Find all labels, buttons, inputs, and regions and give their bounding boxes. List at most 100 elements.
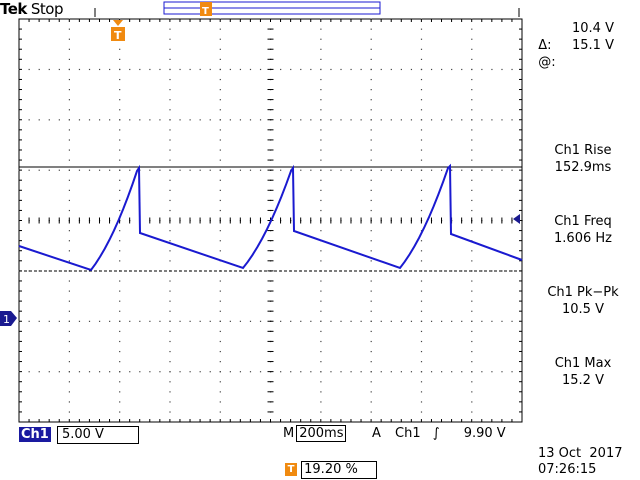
grid-dot — [209, 119, 211, 121]
grid-dot — [199, 68, 201, 71]
grid-dot — [471, 78, 473, 81]
timebase-readout[interactable]: M 200ms — [283, 425, 347, 442]
grid-dot — [451, 169, 453, 171]
grid-dot — [451, 371, 453, 373]
grid-dot — [320, 189, 322, 191]
grid-dot — [109, 169, 111, 171]
grid-dot — [320, 139, 322, 141]
grid-dot — [219, 330, 221, 333]
grid-dot — [68, 381, 70, 383]
grid-dot — [320, 300, 322, 302]
grid-dot — [370, 48, 372, 50]
grid-dot — [420, 240, 423, 242]
grid-dot — [370, 260, 372, 262]
grid-dot — [68, 391, 70, 393]
grid-dot — [350, 320, 352, 322]
grid-dot — [159, 68, 161, 71]
volts-per-div: 5.00 V — [56, 426, 139, 444]
grid-dot — [159, 169, 161, 171]
grid-dot — [149, 371, 151, 373]
trigger-position-readout[interactable]: T 19.20 % — [285, 461, 378, 479]
measurement-ch1-max[interactable]: Ch1 Max 15.2 V — [528, 355, 638, 389]
grid-dot — [28, 169, 30, 171]
grid-dot — [370, 159, 372, 161]
trigger-position-marker[interactable]: T — [111, 20, 125, 42]
grid-dot — [370, 330, 372, 333]
record-indicator — [94, 1, 520, 17]
grid-dot — [219, 391, 221, 393]
trigger-readout[interactable]: A Ch1 ∫ 9.90 V — [372, 426, 506, 442]
grid-dot — [169, 139, 171, 141]
grid-dot — [370, 240, 372, 242]
grid-dot — [249, 371, 252, 373]
grid-dot — [410, 371, 413, 373]
grid-dot — [149, 320, 151, 322]
grid-dot — [119, 361, 121, 363]
grid-dot — [169, 78, 171, 81]
grid-dot — [179, 68, 181, 71]
grid-dot — [119, 199, 121, 202]
channel1-ground-marker[interactable]: 1 — [0, 311, 17, 326]
grid-dot — [88, 119, 91, 121]
grid-dot — [410, 68, 413, 71]
grid-dot — [481, 119, 483, 121]
grid-dot — [441, 371, 443, 373]
grid-dot — [420, 139, 423, 141]
grid-dot — [451, 68, 453, 71]
grid-dot — [370, 89, 372, 91]
grid-dot — [370, 109, 372, 111]
grid-dot — [68, 159, 70, 161]
grid-dot — [139, 119, 141, 121]
grid-dot — [68, 340, 70, 343]
grid-dot — [119, 381, 121, 383]
grid-dot — [360, 68, 362, 71]
grid-dot — [521, 270, 523, 272]
grid-dot — [400, 371, 402, 373]
grid-dot — [109, 320, 111, 322]
measurement-ch1-pkpk[interactable]: Ch1 Pk−Pk 10.5 V — [528, 284, 638, 318]
svg-text:T: T — [114, 29, 122, 42]
grid-dot — [420, 310, 423, 312]
grid-dot — [420, 350, 423, 353]
grid-dot — [48, 169, 50, 171]
measurement-ch1-freq[interactable]: Ch1 Freq 1.606 Hz — [528, 213, 638, 247]
grid-dot — [380, 68, 382, 71]
grid-dot — [119, 330, 121, 333]
grid-dot — [471, 320, 473, 322]
measurement-value: 10.5 V — [562, 302, 604, 317]
grid-dot — [68, 250, 70, 252]
grid-dot — [430, 320, 433, 322]
grid-dot — [129, 320, 131, 322]
delta-symbol: Δ: — [538, 38, 552, 53]
grid-dot — [219, 58, 221, 60]
trigger-level-arrow[interactable] — [513, 214, 520, 224]
grid-dot — [430, 371, 433, 373]
grid-dot — [259, 68, 262, 71]
grid-dot — [420, 421, 423, 423]
grid-dot — [320, 99, 322, 101]
measurement-ch1-rise[interactable]: Ch1 Rise 152.9ms — [528, 142, 638, 176]
grid-dot — [320, 58, 322, 60]
grid-dot — [219, 401, 221, 403]
grid-dot — [511, 169, 513, 171]
grid-dot — [68, 371, 70, 373]
grid-dot — [370, 290, 372, 292]
grid-dot — [219, 411, 221, 413]
grid-dot — [219, 300, 221, 302]
grid-dot — [420, 99, 423, 101]
grid-dot — [461, 68, 463, 71]
grid-dot — [471, 68, 473, 71]
grid-dot — [259, 320, 262, 322]
grid-dot — [189, 169, 191, 171]
grid-dot — [68, 99, 70, 101]
grid-dot — [259, 169, 262, 171]
grid-dot — [68, 330, 70, 333]
grid-dot — [471, 381, 473, 383]
grid-dot — [119, 189, 121, 191]
grid-dot — [119, 421, 121, 423]
grid-dot — [68, 38, 70, 40]
channel-scale-readout[interactable]: Ch1 5.00 V — [19, 426, 139, 444]
grid-dot — [38, 320, 40, 322]
grid-dot — [420, 230, 423, 232]
grid-dot — [320, 78, 322, 81]
